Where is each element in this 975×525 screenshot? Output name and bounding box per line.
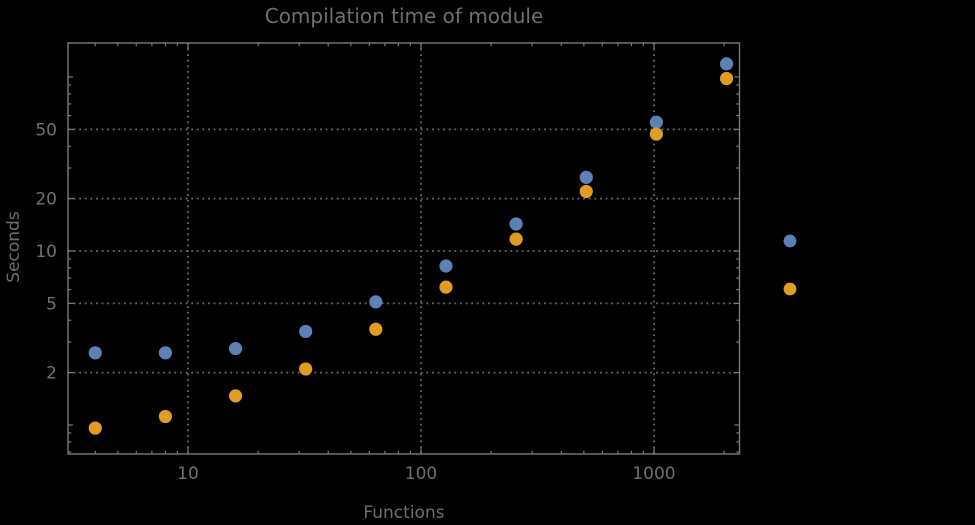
legend-marker-series-2 xyxy=(783,282,797,296)
data-point-series-1 xyxy=(88,346,102,360)
data-point-series-1 xyxy=(649,115,663,129)
y-tick-label-50: 50 xyxy=(35,120,57,140)
y-tick-label-5: 5 xyxy=(46,294,57,314)
y-tick-label-20: 20 xyxy=(35,190,57,210)
data-point-series-2 xyxy=(369,322,383,336)
chart-title: Compilation time of module xyxy=(264,4,544,28)
data-point-series-1 xyxy=(299,324,313,339)
data-point-series-2 xyxy=(158,409,173,424)
data-point-series-2 xyxy=(439,280,453,294)
data-point-series-2 xyxy=(579,184,593,199)
data-point-series-1 xyxy=(579,170,593,184)
data-point-series-1 xyxy=(158,346,173,360)
data-point-series-1 xyxy=(228,341,243,356)
data-point-series-2 xyxy=(88,421,102,435)
data-point-series-2 xyxy=(228,389,243,403)
y-tick-label-10: 10 xyxy=(35,242,57,262)
data-point-series-2 xyxy=(719,71,734,86)
data-point-series-1 xyxy=(439,259,453,273)
data-point-series-1 xyxy=(719,57,734,71)
data-point-series-1 xyxy=(509,217,523,231)
data-point-series-2 xyxy=(649,127,663,141)
data-point-series-2 xyxy=(509,232,523,246)
data-point-series-1 xyxy=(369,295,383,309)
x-axis-label: Functions xyxy=(363,503,445,523)
plot-frame xyxy=(67,42,741,455)
y-tick-label-2: 2 xyxy=(46,364,57,384)
legend-marker-series-1 xyxy=(783,234,797,248)
x-tick-label-100: 100 xyxy=(405,464,437,484)
x-tick-label-10: 10 xyxy=(177,464,199,484)
data-point-series-2 xyxy=(299,362,313,376)
x-tick-label-1000: 1000 xyxy=(632,464,675,484)
